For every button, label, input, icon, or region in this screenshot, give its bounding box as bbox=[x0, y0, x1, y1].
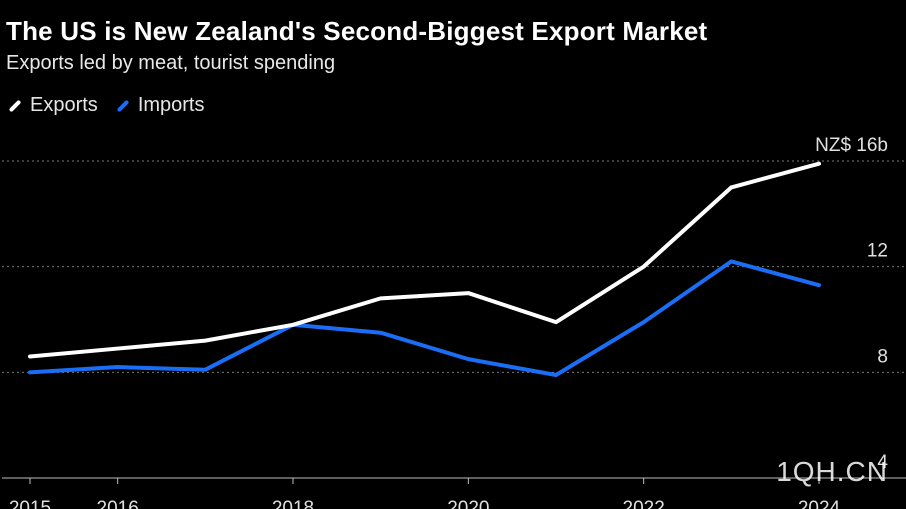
x-tick-label: 2024 bbox=[798, 498, 841, 509]
legend-item-imports: Imports bbox=[116, 94, 205, 117]
x-tick-label: 2016 bbox=[97, 498, 139, 509]
watermark-text: 1QH.CN bbox=[776, 456, 888, 487]
legend-label-exports: Exports bbox=[30, 94, 98, 116]
x-tick-label: 2020 bbox=[447, 498, 489, 509]
series-line-exports bbox=[28, 161, 821, 359]
chart-subtitle: Exports led by meat, tourist spending bbox=[6, 52, 336, 74]
x-tick-label: 2022 bbox=[623, 498, 665, 509]
legend-item-exports: Exports bbox=[8, 94, 98, 117]
chart-legend: Exports Imports bbox=[8, 94, 205, 117]
chart-title: The US is New Zealand's Second-Biggest E… bbox=[6, 16, 708, 46]
y-tick-label: 12 bbox=[867, 241, 888, 262]
y-tick-label: NZ$ 16b bbox=[815, 135, 888, 156]
legend-label-imports: Imports bbox=[137, 94, 205, 116]
series-line-imports bbox=[28, 259, 821, 377]
y-tick-label: 4 bbox=[877, 452, 888, 473]
y-tick-label: 8 bbox=[877, 346, 888, 367]
x-tick-label: 2018 bbox=[272, 498, 314, 509]
x-tick-label: 2015 bbox=[9, 498, 51, 509]
